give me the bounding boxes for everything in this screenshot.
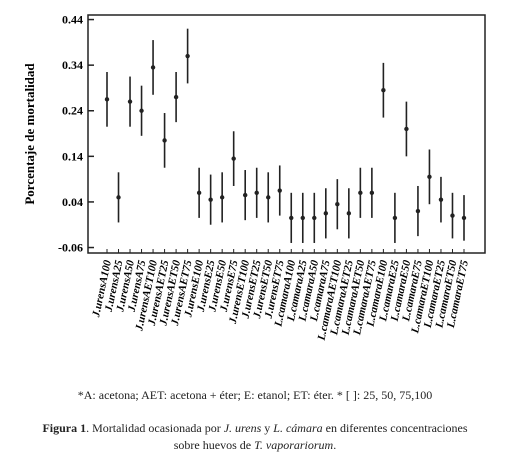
caption-species: J. urens (223, 421, 262, 435)
point (150, 65, 156, 70)
notes: *A: acetona; AET: acetona + éter; E: eta… (77, 388, 433, 402)
point (461, 215, 467, 221)
caption-species: L. cámara (273, 421, 323, 435)
point (139, 108, 144, 113)
plot-frame (87, 14, 486, 254)
point (219, 195, 225, 200)
point (312, 215, 317, 221)
caption-text: y (261, 421, 274, 435)
point (381, 88, 386, 93)
caption-species: T. vaporariorum (254, 438, 334, 452)
y-axis-label: Porcentaje de mortalidad (22, 63, 37, 205)
caption-text: . (333, 438, 337, 452)
point (427, 174, 432, 180)
point (242, 192, 248, 198)
point (335, 202, 340, 207)
caption-text: en diferentes concentraciones sobre huev… (173, 421, 468, 452)
point (438, 197, 444, 202)
point (450, 213, 455, 218)
caption-label: Figura 1 (42, 421, 87, 435)
y-tick-label: 0.24 (62, 104, 83, 118)
y-tick-label: 0.04 (62, 195, 83, 209)
y-tick-label: -0.06 (58, 241, 83, 255)
point (358, 190, 363, 196)
point (369, 190, 375, 196)
point (196, 190, 202, 196)
point (404, 126, 409, 132)
point (300, 215, 305, 221)
point (266, 195, 271, 200)
point (346, 211, 352, 216)
y-tick-label: 0.44 (62, 13, 83, 27)
point (104, 97, 110, 102)
point (277, 188, 282, 193)
point (323, 211, 329, 216)
caption-text: . Mortalidad ocasionada por (86, 421, 224, 435)
point (289, 215, 294, 221)
point (162, 138, 167, 143)
point (116, 195, 121, 200)
point (392, 215, 398, 221)
point (127, 99, 133, 104)
point (208, 197, 213, 202)
point (173, 94, 179, 100)
point (415, 208, 421, 214)
chart: Porcentaje de mortalidad -0.06 0.04 0.14 0.… (22, 13, 486, 342)
y-tick-label: 0.14 (62, 149, 83, 163)
point (231, 156, 236, 161)
y-tick-label: 0.34 (62, 58, 83, 72)
point (185, 53, 190, 59)
point (254, 190, 259, 196)
caption: Figura 1. Mortalidad ocasionada por J. u… (0, 420, 510, 454)
